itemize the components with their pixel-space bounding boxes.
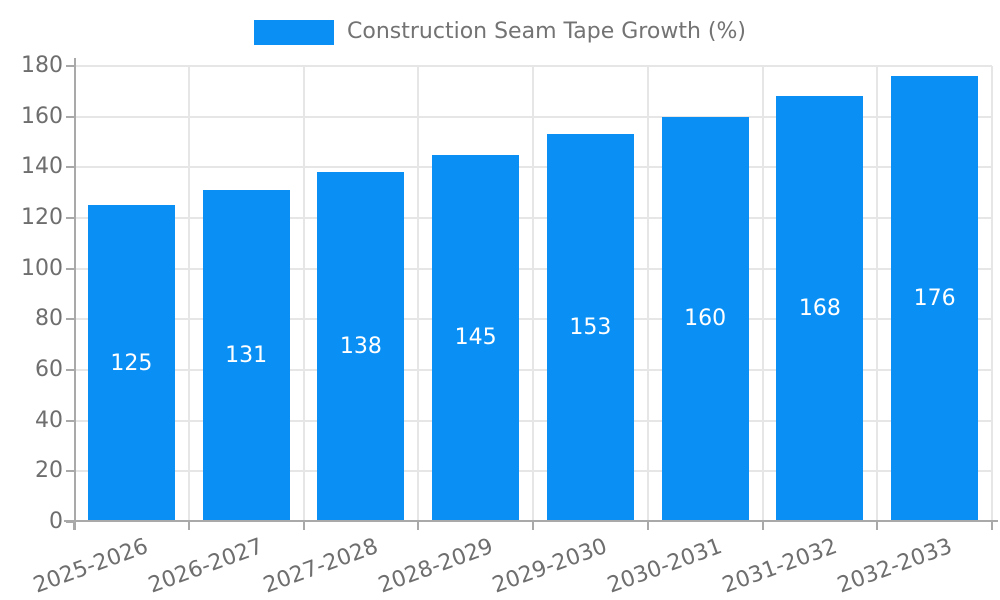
- y-tick-mark: [66, 470, 74, 473]
- bar-value-label: 138: [339, 334, 382, 360]
- bar-value-label: 176: [913, 286, 956, 312]
- v-gridline: [991, 66, 993, 522]
- y-tick-mark: [66, 115, 74, 118]
- legend-swatch: [254, 19, 335, 45]
- x-tick-label: 2028-2029: [374, 534, 497, 599]
- x-tick-label: 2032-2033: [833, 534, 956, 599]
- bar-value-label: 145: [454, 325, 497, 351]
- y-tick-label: 60: [35, 357, 63, 382]
- v-gridline: [302, 66, 305, 522]
- y-tick-label: 100: [21, 255, 63, 281]
- v-gridline: [187, 66, 190, 522]
- y-tick-label: 40: [35, 407, 63, 433]
- x-tick-label: 2025-2026: [30, 534, 152, 599]
- x-tick-mark: [991, 522, 993, 530]
- v-gridline: [761, 66, 764, 522]
- legend[interactable]: Construction Seam Tape Growth (%): [0, 19, 1000, 45]
- y-tick-mark: [66, 419, 74, 422]
- v-gridline: [876, 66, 879, 522]
- x-tick-mark: [417, 522, 420, 530]
- bar: [891, 76, 979, 522]
- y-tick-label: 180: [21, 53, 63, 78]
- v-gridline: [532, 66, 534, 522]
- v-gridline: [417, 66, 420, 522]
- bar-value-label: 131: [225, 343, 268, 369]
- x-axis-line: [64, 520, 998, 522]
- y-tick-label: 80: [35, 306, 63, 332]
- y-axis-line: [74, 58, 76, 530]
- y-tick-mark: [66, 166, 74, 169]
- x-tick-label: 2031-2032: [719, 534, 841, 599]
- plot-area: 125 131 138 145 153 160 168 176: [64, 58, 998, 530]
- y-tick-mark: [66, 521, 74, 523]
- y-tick-mark: [66, 318, 74, 321]
- bar: [317, 172, 405, 522]
- y-tick-mark: [66, 65, 74, 67]
- y-tick-label: 20: [35, 458, 63, 484]
- v-gridline: [646, 66, 649, 522]
- y-tick-label: 120: [21, 205, 63, 230]
- bar-value-label: 125: [110, 350, 153, 376]
- bar-value-label: 153: [569, 315, 612, 341]
- legend-label: Construction Seam Tape Growth (%): [347, 19, 746, 44]
- y-tick-mark: [66, 267, 74, 270]
- x-tick-mark: [876, 522, 879, 530]
- bar: [432, 154, 520, 522]
- y-tick-mark: [66, 369, 74, 371]
- y-tick-mark: [66, 217, 74, 219]
- x-tick-mark: [646, 522, 649, 530]
- bar-value-label: 168: [798, 296, 841, 322]
- y-tick-label: 160: [21, 103, 63, 129]
- x-tick-mark: [532, 522, 534, 530]
- x-tick-mark: [302, 522, 305, 530]
- bar: [202, 190, 290, 522]
- x-tick-label: 2029-2030: [489, 534, 611, 599]
- x-tick-label: 2026-2027: [145, 534, 267, 599]
- x-tick-mark: [73, 522, 75, 530]
- x-tick-mark: [187, 522, 190, 530]
- y-tick-label: 140: [21, 154, 63, 180]
- x-tick-label: 2030-2031: [604, 534, 726, 599]
- bar: [546, 134, 634, 522]
- bar: [87, 205, 175, 522]
- x-tick-mark: [761, 522, 764, 530]
- bar: [776, 96, 864, 522]
- bar: [661, 116, 749, 522]
- x-tick-label: 2027-2028: [260, 534, 382, 599]
- y-tick-label: 0: [49, 509, 63, 534]
- bar-value-label: 160: [684, 306, 727, 332]
